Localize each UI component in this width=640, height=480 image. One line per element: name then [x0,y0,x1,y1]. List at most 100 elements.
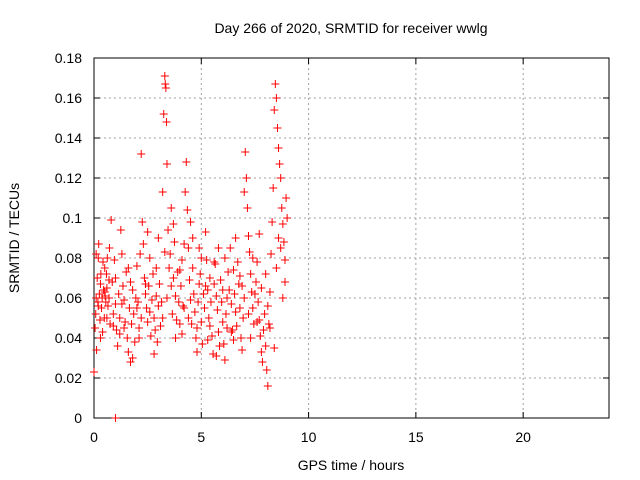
data-point [114,290,123,298]
data-point [166,250,175,258]
data-point [183,206,192,214]
y-tick-label: 0.02 [55,370,82,386]
x-tick-label: 20 [515,429,531,445]
y-tick-label: 0.18 [55,50,82,66]
data-point [98,328,107,336]
data-point [254,298,263,306]
data-point [164,226,173,234]
data-point [171,334,180,342]
data-point [245,248,254,256]
data-point [211,260,220,268]
data-point [94,254,103,262]
x-tick-label: 5 [197,429,205,445]
data-point [185,276,194,284]
data-point [152,264,161,272]
data-point [174,298,183,306]
data-point [171,292,180,300]
data-point [105,294,114,302]
data-point [96,280,105,288]
data-point [97,304,106,312]
data-point [202,256,211,264]
data-point [170,238,179,246]
data-point [200,304,209,312]
data-point [138,218,147,226]
data-point [271,80,280,88]
data-point [180,240,189,248]
plot-frame [93,57,610,419]
data-point [188,234,197,242]
data-point [187,320,196,328]
data-point [204,314,213,322]
data-point [275,160,284,168]
data-point [161,84,170,92]
data-point [190,308,199,316]
data-point [220,356,229,364]
y-tick-label: 0.1 [63,210,83,226]
data-point [117,250,126,258]
data-point [259,326,268,334]
data-point [118,282,127,290]
data-point [197,318,206,326]
data-point [203,336,212,344]
y-tick-label: 0.08 [55,250,82,266]
data-point [246,334,255,342]
data-point [115,330,124,338]
data-point [91,310,100,318]
data-point [126,278,135,286]
data-point [246,270,255,278]
data-point [215,342,224,350]
data-point [143,318,152,326]
data-point [93,274,102,282]
data-point [99,286,108,294]
data-point [282,194,291,202]
data-point [120,324,129,332]
data-point [108,278,117,286]
data-point [100,264,109,272]
data-point [235,272,244,280]
data-point [248,304,257,312]
data-point [231,308,240,316]
data-point [238,346,247,354]
data-point [214,328,223,336]
data-point [169,274,178,282]
data-point [264,320,273,328]
data-point [91,324,100,332]
data-point [102,270,111,278]
data-point [169,220,178,228]
data-point [125,304,134,312]
data-point [124,264,133,272]
data-point [250,290,259,298]
data-point [186,296,195,304]
data-point [160,72,169,80]
data-point [105,244,114,252]
data-point [277,204,286,212]
data-point [189,290,198,298]
data-point [181,188,190,196]
data-point [193,348,201,356]
data-point [195,244,204,252]
x-tick-label: 0 [90,429,98,445]
y-tick-label: 0 [74,410,82,426]
data-point [243,204,252,212]
data-point [208,332,217,340]
data-point [131,294,140,302]
y-tick-label: 0.16 [55,90,82,106]
data-point [263,302,272,310]
data-point [212,292,221,300]
x-tick-label: 15 [408,429,424,445]
data-point [212,352,221,360]
data-point [261,342,270,350]
y-tick-label: 0.06 [55,290,82,306]
data-point [258,358,267,366]
data-point [267,250,276,258]
data-point [218,318,227,326]
data-point [263,382,272,390]
data-point [113,342,122,350]
data-point [201,282,210,290]
data-point [276,244,285,252]
data-point [167,204,176,212]
y-tick-label: 0.14 [55,130,82,146]
grid [94,58,609,418]
